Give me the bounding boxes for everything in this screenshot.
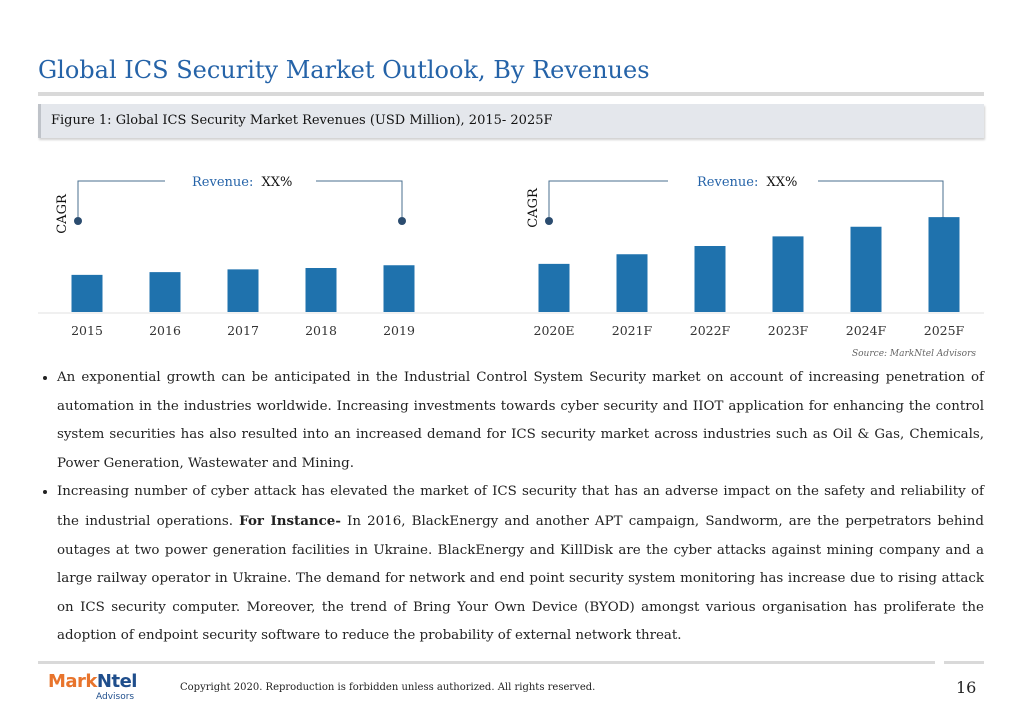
x-tick-label-2021F: 2021F (612, 323, 653, 338)
x-tick-label-2023F: 2023F (768, 323, 809, 338)
bar-2019 (383, 265, 415, 312)
bullet-2-text-before: Increasing number of cyber attack has el… (57, 484, 984, 529)
logo-ntel-text: Ntel (96, 671, 138, 692)
bullet-item-2: Increasing number of cyber attack has el… (57, 478, 984, 651)
annotation-forecast: CAGR Revenue: XX% (526, 175, 947, 228)
footer-divider (38, 661, 935, 664)
x-tick-label-2019: 2019 (383, 323, 415, 338)
x-tick-label-2020E: 2020E (534, 323, 575, 338)
x-tick-label-2015: 2015 (71, 323, 103, 338)
annotation-left-bracket-line (548, 180, 668, 217)
x-tick-label-2024F: 2024F (846, 323, 887, 338)
bar-2022F (694, 246, 726, 312)
x-tick-label-2022F: 2022F (690, 323, 731, 338)
footer-divider-short (944, 661, 984, 664)
revenue-annotation: Revenue: XX% (697, 175, 797, 190)
copyright-notice: Copyright 2020. Reproduction is forbidde… (180, 682, 596, 693)
bar-series (71, 217, 960, 312)
x-tick-label-2025F: 2025F (924, 323, 965, 338)
annotation-historic: CAGR Revenue: XX% (55, 175, 406, 234)
logo-wordmark: MarkNtel (48, 671, 137, 692)
annotation-left-bracket-line (77, 180, 165, 217)
bar-2024F (850, 226, 882, 312)
bar-2017 (227, 269, 259, 312)
bullet-2-text-after: In 2016, BlackEnergy and another APT cam… (57, 513, 984, 644)
bullet-1-text: An exponential growth can be anticipated… (57, 370, 984, 471)
annotation-right-bracket-line (818, 180, 944, 217)
logo-mark-text: Mark (48, 671, 97, 692)
x-tick-label-2017: 2017 (227, 323, 259, 338)
revenue-annotation: Revenue: XX% (192, 175, 292, 190)
x-tick-label-2018: 2018 (305, 323, 337, 338)
logo-subtitle: Advisors (96, 692, 135, 702)
annotation-end-dot (398, 217, 406, 225)
revenue-label-prefix: Revenue: (192, 175, 253, 190)
bar-2020E (538, 263, 570, 312)
body-text: An exponential growth can be anticipated… (38, 364, 984, 651)
annotation-start-dot (545, 217, 553, 225)
bar-2018 (305, 268, 337, 312)
figure-caption-bar: Figure 1: Global ICS Security Market Rev… (38, 104, 984, 138)
bar-2025F (928, 217, 960, 312)
figure-caption: Figure 1: Global ICS Security Market Rev… (51, 113, 553, 128)
source-note: Source: MarkNtel Advisors (852, 349, 976, 359)
bullet-item-1: An exponential growth can be anticipated… (57, 364, 984, 478)
bar-2016 (149, 272, 181, 312)
annotation-right-bracket-line (316, 180, 403, 217)
bar-2021F (616, 254, 648, 312)
revenue-label-prefix: Revenue: (697, 175, 758, 190)
x-tick-label-2016: 2016 (149, 323, 181, 338)
x-axis-tick-labels: 2015 2016 2017 2018 2019 2020E 2021F 2022F 2023F… (71, 323, 964, 338)
page-number: 16 (956, 678, 977, 697)
revenue-label-value: XX% (261, 175, 292, 190)
cagr-label: CAGR (526, 187, 541, 228)
cagr-label: CAGR (55, 193, 70, 234)
bullet-2-bold-label: For Instance- (239, 512, 341, 529)
title-divider (38, 92, 984, 96)
bar-2015 (71, 274, 103, 312)
company-logo: MarkNtel Advisors (48, 671, 148, 705)
annotation-start-dot (74, 217, 82, 225)
revenue-bar-chart: CAGR Revenue: XX% CAGR Revenue: XX% 2015… (38, 175, 984, 359)
bar-2023F (772, 236, 804, 312)
bullet-list: An exponential growth can be anticipated… (38, 364, 984, 651)
page-title: Global ICS Security Market Outlook, By R… (38, 56, 650, 84)
revenue-label-value: XX% (766, 175, 797, 190)
